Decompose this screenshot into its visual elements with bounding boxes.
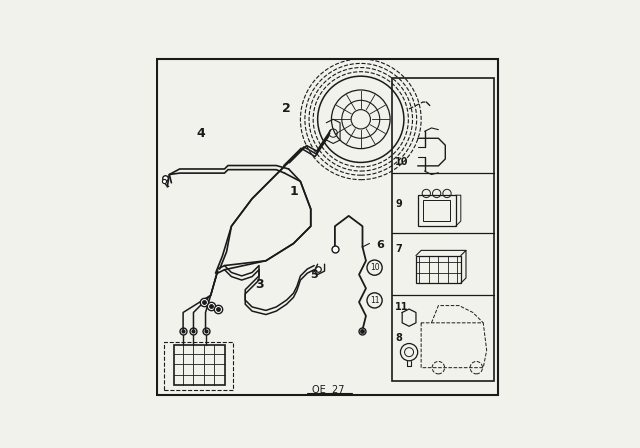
Bar	[175, 345, 225, 385]
Text: 3: 3	[255, 278, 263, 291]
Text: 11: 11	[396, 302, 409, 312]
Text: 6: 6	[376, 240, 384, 250]
Text: 4: 4	[196, 127, 205, 140]
Text: 11: 11	[370, 296, 380, 305]
Bar	[392, 78, 493, 382]
Bar	[164, 342, 233, 390]
Text: 7: 7	[396, 244, 402, 254]
Text: 10: 10	[370, 263, 380, 272]
Bar	[423, 200, 451, 221]
Text: 5: 5	[310, 270, 318, 280]
Text: 2: 2	[282, 103, 291, 116]
Text: 1: 1	[289, 185, 298, 198]
Text: 9: 9	[396, 199, 402, 209]
Circle shape	[367, 260, 382, 275]
Bar	[416, 255, 461, 283]
Text: OE  27: OE 27	[312, 385, 344, 395]
Bar	[418, 195, 456, 226]
Circle shape	[367, 293, 382, 308]
Text: 8: 8	[396, 333, 402, 343]
Text: 10: 10	[396, 157, 409, 168]
